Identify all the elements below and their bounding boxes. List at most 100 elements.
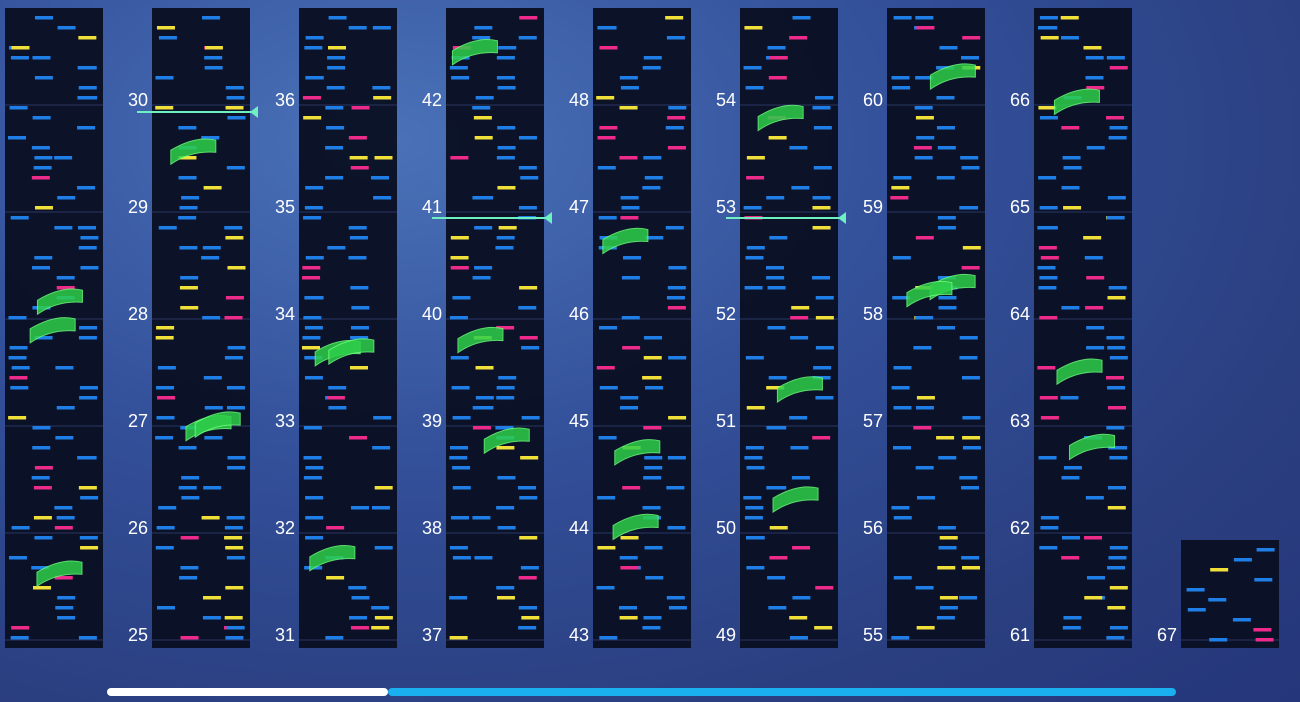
note [31, 566, 50, 570]
note [1061, 126, 1080, 130]
measure-number: 51 [716, 411, 736, 431]
note [599, 126, 618, 130]
note [226, 406, 245, 410]
note [372, 86, 391, 90]
note [1037, 226, 1056, 230]
note [78, 86, 97, 90]
note [157, 366, 176, 370]
note [668, 106, 687, 110]
note [498, 376, 517, 380]
note [1085, 56, 1104, 60]
note [351, 106, 370, 110]
note [34, 536, 53, 540]
note [937, 326, 956, 330]
note [1106, 636, 1125, 640]
note [349, 156, 368, 160]
note [371, 606, 390, 610]
measure-number: 54 [716, 90, 736, 110]
note [32, 116, 51, 120]
note [769, 526, 788, 530]
note [643, 376, 662, 380]
column-background [740, 8, 838, 648]
note [496, 326, 515, 330]
note [892, 256, 911, 260]
note [56, 286, 75, 290]
note [54, 156, 73, 160]
note [643, 616, 662, 620]
note [1107, 346, 1126, 350]
note [350, 626, 369, 630]
note [224, 526, 243, 530]
note [667, 306, 686, 310]
note [327, 66, 346, 70]
measure-number: 59 [863, 197, 883, 217]
columns: 25 26 27 28 29 30 31 32 33 34 35 36 37 38 39 40 41 42 43 44… [5, 8, 1279, 648]
note [79, 536, 98, 540]
note [599, 636, 618, 640]
note [472, 36, 491, 40]
note [33, 516, 52, 520]
note [891, 186, 910, 190]
note [1040, 526, 1059, 530]
note [449, 546, 468, 550]
note [34, 76, 53, 80]
note [203, 376, 222, 380]
slide-note [757, 104, 804, 132]
note [328, 16, 347, 20]
note [768, 76, 787, 80]
note [915, 586, 934, 590]
note [1063, 206, 1082, 210]
note [768, 376, 787, 380]
scrollbar-track-viewed [107, 688, 388, 696]
note [180, 536, 199, 540]
note [351, 306, 370, 310]
note [1085, 496, 1104, 500]
note [9, 346, 28, 350]
note [642, 506, 661, 510]
note [475, 396, 494, 400]
note [519, 286, 538, 290]
note [77, 126, 96, 130]
note [938, 546, 957, 550]
note [78, 336, 97, 340]
note [474, 556, 493, 560]
note [620, 86, 639, 90]
note [34, 336, 53, 340]
note [1038, 456, 1057, 460]
note [226, 386, 245, 390]
measure-number: 32 [275, 518, 295, 538]
note [348, 26, 367, 30]
note [372, 26, 391, 30]
note [620, 216, 639, 220]
note [643, 476, 662, 480]
note [962, 416, 981, 420]
note [1108, 286, 1127, 290]
note [1085, 76, 1104, 80]
note [599, 386, 618, 390]
note [79, 386, 98, 390]
note [8, 356, 27, 360]
note [80, 236, 99, 240]
note [305, 36, 324, 40]
note [451, 76, 470, 80]
note [303, 116, 322, 120]
note [915, 116, 934, 120]
measure-number: 31 [275, 625, 295, 645]
note [916, 626, 935, 630]
note [496, 506, 515, 510]
note [226, 626, 245, 630]
note [178, 446, 197, 450]
note [496, 596, 515, 600]
scrollbar-thumb[interactable] [388, 688, 1176, 696]
note [620, 406, 639, 410]
note [768, 606, 787, 610]
note [204, 46, 223, 50]
note [913, 426, 932, 430]
note [939, 606, 958, 610]
note [181, 496, 200, 500]
note [893, 516, 912, 520]
slide-note [451, 39, 498, 66]
note [1062, 626, 1081, 630]
measure-number: 45 [569, 411, 589, 431]
